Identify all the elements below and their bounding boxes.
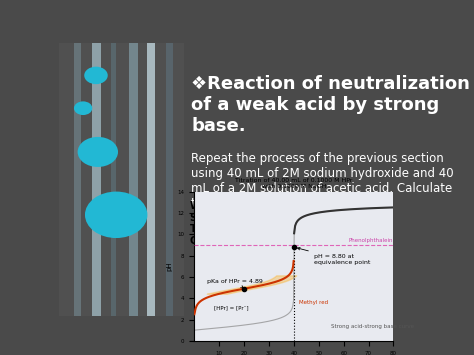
Bar <box>92 43 101 316</box>
Text: Strong acid-strong base curve: Strong acid-strong base curve <box>331 324 414 329</box>
Text: Phenolphthalein: Phenolphthalein <box>348 238 393 243</box>
Text: Repeat the process of the previous section using 40 mL of 2M sodium hydroxide an: Repeat the process of the previous secti… <box>191 152 454 210</box>
Bar <box>129 43 138 316</box>
Text: Weak Acid-
Strong Base
Titration
Curve: Weak Acid- Strong Base Titration Curve <box>190 201 256 246</box>
Bar <box>166 43 173 316</box>
Title: Titration of 40.00 mL of 0.1000 M HPr
with 0.1000 M NaOH: Titration of 40.00 mL of 0.1000 M HPr wi… <box>235 178 353 189</box>
Y-axis label: pH: pH <box>166 261 172 271</box>
Text: ❖Reaction of neutralization of a weak acid by strong base.: ❖Reaction of neutralization of a weak ac… <box>191 75 470 135</box>
Circle shape <box>78 137 118 167</box>
Bar <box>59 43 184 316</box>
Circle shape <box>84 67 108 84</box>
Bar <box>147 43 155 316</box>
Circle shape <box>74 102 92 115</box>
Bar <box>74 43 82 316</box>
Text: pH = 8.80 at
equivalence point: pH = 8.80 at equivalence point <box>298 247 370 265</box>
Text: pKa of HPr = 4.89: pKa of HPr = 4.89 <box>207 279 263 288</box>
Text: [HPr] = [Pr⁻]: [HPr] = [Pr⁻] <box>214 305 249 310</box>
Bar <box>110 43 116 316</box>
Text: Methyl red: Methyl red <box>299 300 328 305</box>
Bar <box>184 43 427 316</box>
Circle shape <box>85 192 147 238</box>
